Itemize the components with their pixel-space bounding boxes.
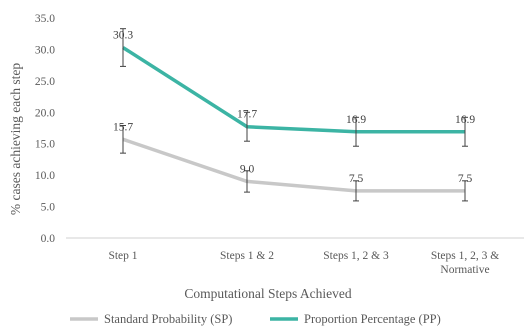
error-bar (120, 28, 126, 67)
data-label: 16.9 (346, 114, 366, 126)
data-label: 9.0 (240, 163, 255, 175)
data-label: 17.7 (237, 109, 257, 121)
error-bar (353, 116, 359, 147)
x-tick-label: Step 1 (108, 250, 137, 262)
legend-label: Proportion Percentage (PP) (304, 312, 441, 326)
data-label: 16.9 (455, 114, 475, 126)
data-label: 15.7 (113, 121, 133, 133)
y-tick-label: 25.0 (35, 76, 55, 88)
data-label: 7.5 (349, 173, 364, 185)
x-tick-label: Steps 1, 2, 3 & (431, 250, 499, 262)
legend: Standard Probability (SP) Proportion Perc… (70, 312, 441, 326)
y-tick-label: 35.0 (35, 13, 55, 25)
error-bar (244, 111, 250, 142)
legend-label: Standard Probability (SP) (104, 312, 232, 326)
x-tick-label: Steps 1 & 2 (220, 250, 274, 262)
y-tick-label: 15.0 (35, 139, 55, 151)
series-1: 30.3 17.7 16.9 16.9 (113, 28, 475, 147)
plot-area: 15.7 9.0 7.5 7.5 30.3 17.7 16.9 16.9 (113, 28, 475, 202)
y-axis: 0.0 5.0 10.0 15.0 20.0 25.0 30.0 35.0 (35, 13, 55, 245)
y-tick-label: 0.0 (41, 233, 56, 245)
series-line (122, 46, 465, 134)
x-tick-label: Normative (440, 264, 489, 276)
y-tick-label: 10.0 (35, 170, 55, 182)
data-label: 30.3 (113, 30, 133, 42)
data-label: 7.5 (458, 173, 473, 185)
y-tick-label: 20.0 (35, 107, 55, 119)
error-bar (244, 170, 250, 193)
series-0: 15.7 9.0 7.5 7.5 (113, 121, 473, 202)
error-bar (462, 180, 468, 202)
y-axis-label: % cases achieving each step (8, 63, 23, 215)
y-tick-label: 30.0 (35, 44, 55, 56)
error-bar (462, 116, 468, 147)
error-bar (353, 180, 359, 202)
series-line (122, 137, 465, 193)
error-bar (120, 124, 126, 154)
y-tick-label: 5.0 (41, 202, 56, 214)
x-axis-label: Computational Steps Achieved (184, 286, 351, 301)
x-tick-label: Steps 1, 2 & 3 (323, 250, 389, 262)
x-axis: Step 1 Steps 1 & 2 Steps 1, 2 & 3 Steps 1, … (108, 250, 499, 276)
